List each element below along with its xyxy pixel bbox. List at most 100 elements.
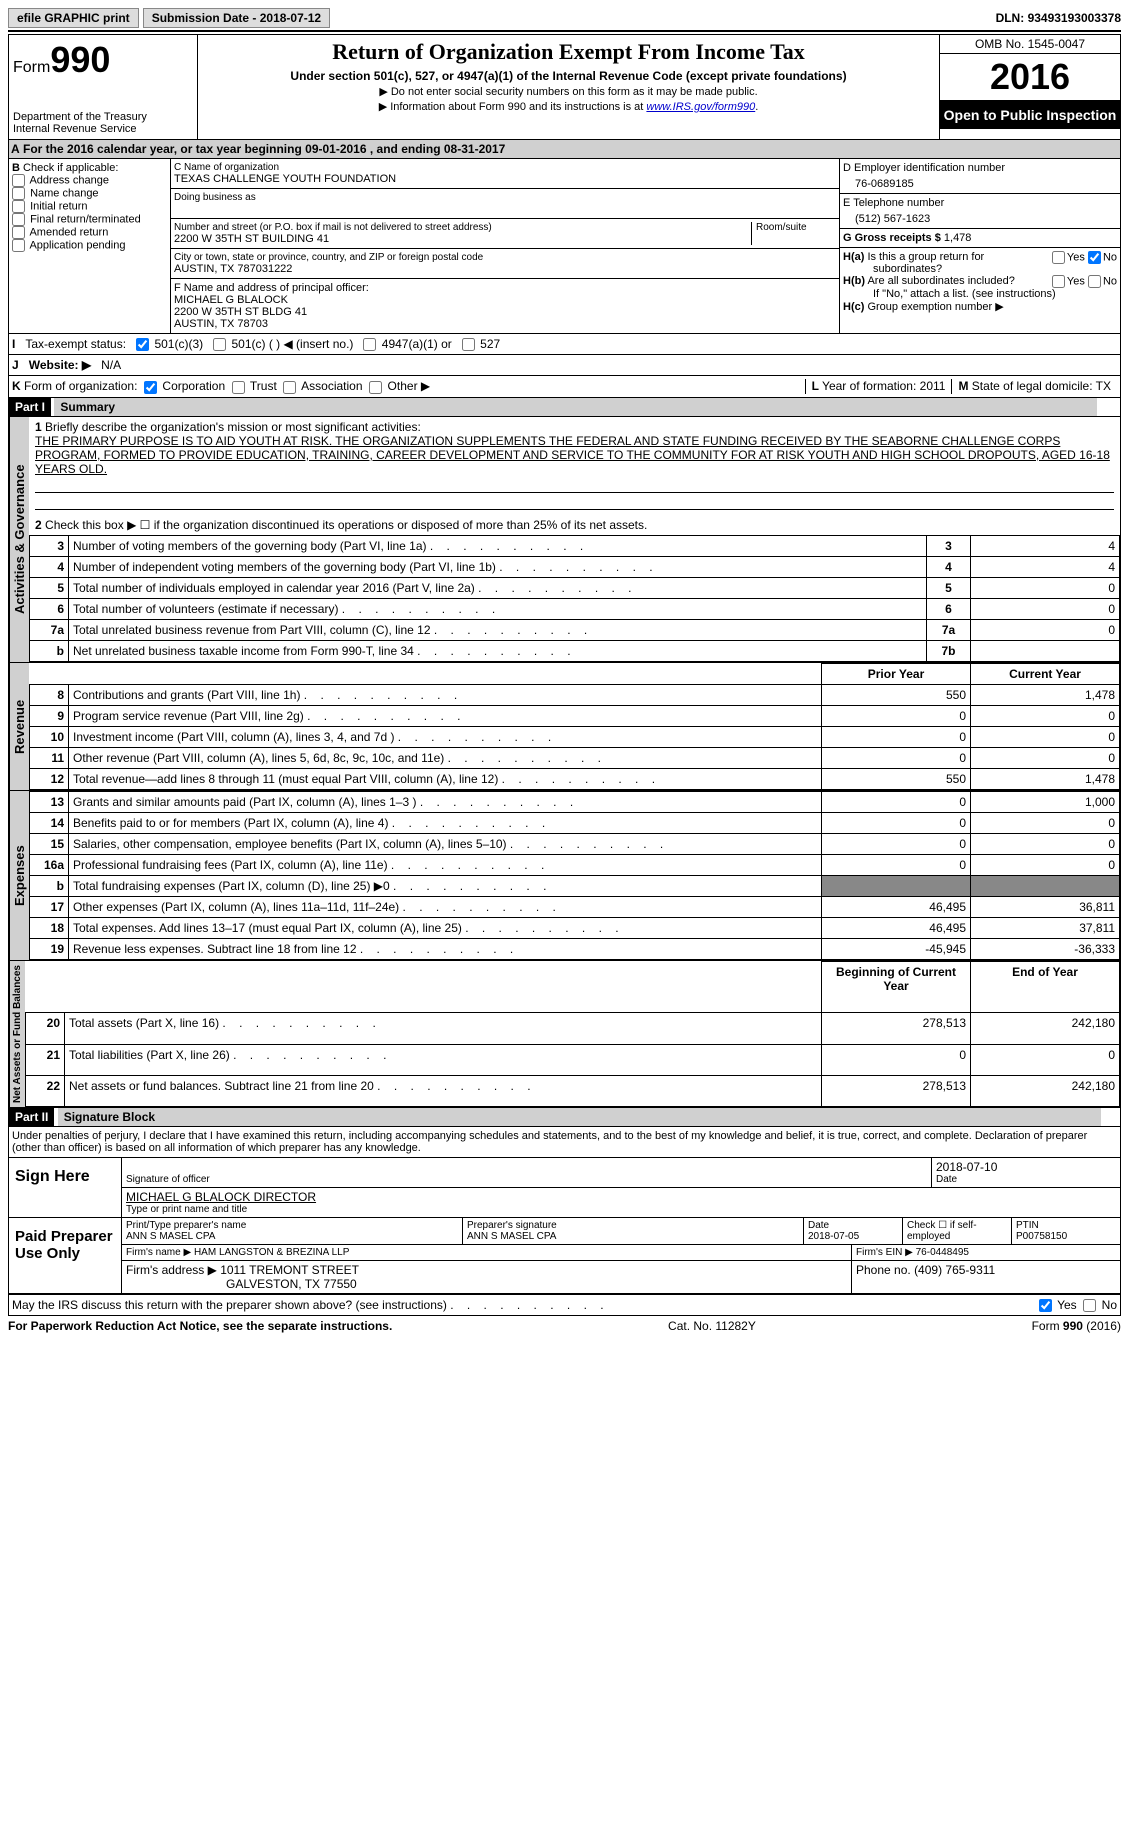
paperwork-notice: For Paperwork Reduction Act Notice, see … xyxy=(8,1319,392,1333)
table-header: Beginning of Current Year End of Year xyxy=(26,961,1120,1013)
check-527[interactable] xyxy=(462,338,475,351)
row-j: J Website: ▶ N/A xyxy=(8,355,1121,376)
line1-num: 1 xyxy=(35,420,42,434)
firm-name-label: Firm's name ▶ xyxy=(126,1247,194,1258)
ein-value: 76-0689185 xyxy=(843,174,1117,190)
gross-label: G Gross receipts $ xyxy=(843,232,944,244)
dba-value xyxy=(174,203,836,215)
discuss-no-label: No xyxy=(1102,1298,1117,1312)
check-4947[interactable] xyxy=(363,338,376,351)
check-name-change[interactable] xyxy=(12,187,25,200)
j-label: J xyxy=(12,358,19,372)
prep-date: 2018-07-05 xyxy=(808,1231,898,1242)
ha-no[interactable] xyxy=(1088,251,1101,264)
check-501c[interactable] xyxy=(213,338,226,351)
omb-number: OMB No. 1545-0047 xyxy=(940,35,1120,54)
check-other[interactable] xyxy=(369,381,382,394)
table-row: 5 Total number of individuals employed i… xyxy=(30,577,1120,598)
check-trust[interactable] xyxy=(232,381,245,394)
efile-print-button[interactable]: efile GRAPHIC print xyxy=(8,8,139,28)
officer-sig[interactable] xyxy=(126,1160,927,1174)
table-row: 8 Contributions and grants (Part VIII, l… xyxy=(30,684,1120,705)
irs-link[interactable]: www.IRS.gov/form990 xyxy=(646,101,755,113)
m-val: TX xyxy=(1096,379,1111,393)
prep-name: ANN S MASEL CPA xyxy=(126,1231,458,1242)
hb-label: H(b) xyxy=(843,275,865,287)
part2-header-row: Part II Signature Block xyxy=(8,1108,1121,1127)
paid-preparer-label: Paid Preparer Use Only xyxy=(9,1218,122,1293)
section-a-pre: For the 2016 calendar year, or tax year … xyxy=(23,142,305,156)
l-label: L xyxy=(812,379,819,393)
line2-text: Check this box ▶ ☐ if the organization d… xyxy=(45,518,647,532)
self-employed-check: Check ☐ if self-employed xyxy=(903,1218,1012,1245)
addr-label: Number and street (or P.O. box if mail i… xyxy=(174,222,747,233)
label-527: 527 xyxy=(480,337,500,351)
table-row: b Net unrelated business taxable income … xyxy=(30,640,1120,661)
ha-yes[interactable] xyxy=(1052,251,1065,264)
ha-label: H(a) xyxy=(843,251,864,263)
part1-header-row: Part I Summary xyxy=(8,398,1121,417)
sig-date: 2018-07-10 xyxy=(936,1160,1116,1174)
table-row: 16a Professional fundraising fees (Part … xyxy=(30,854,1120,875)
table-row: 10 Investment income (Part VIII, column … xyxy=(30,726,1120,747)
hb-yes-label: Yes xyxy=(1067,275,1085,287)
dept-treasury: Department of the Treasury xyxy=(13,111,193,123)
hb-no[interactable] xyxy=(1088,275,1101,288)
discuss-yes[interactable] xyxy=(1039,1299,1052,1312)
dba-label: Doing business as xyxy=(174,192,836,203)
check-address-change[interactable] xyxy=(12,174,25,187)
check-corp[interactable] xyxy=(144,381,157,394)
section-a-label: A xyxy=(11,142,20,156)
discuss-row: May the IRS discuss this return with the… xyxy=(8,1295,1121,1316)
check-501c3[interactable] xyxy=(136,338,149,351)
label-4947: 4947(a)(1) or xyxy=(382,337,452,351)
label-pending: Application pending xyxy=(29,239,125,251)
check-assoc[interactable] xyxy=(283,381,296,394)
footer: For Paperwork Reduction Act Notice, see … xyxy=(8,1316,1121,1336)
hb-yes[interactable] xyxy=(1052,275,1065,288)
ptin-label: PTIN xyxy=(1016,1220,1116,1231)
mission-blank2 xyxy=(35,495,1114,510)
label-assoc: Association xyxy=(301,379,362,393)
check-final[interactable] xyxy=(12,213,25,226)
col-c: C Name of organization TEXAS CHALLENGE Y… xyxy=(171,159,840,333)
table-row: 4 Number of independent voting members o… xyxy=(30,556,1120,577)
cat-no: Cat. No. 11282Y xyxy=(668,1319,756,1333)
table-row: 14 Benefits paid to or for members (Part… xyxy=(30,812,1120,833)
tax-begin: 09-01-2016 xyxy=(305,142,366,156)
table-row: 7a Total unrelated business revenue from… xyxy=(30,619,1120,640)
side-governance: Activities & Governance xyxy=(9,417,29,662)
firm-addr1: 1011 TREMONT STREET xyxy=(220,1263,359,1277)
main-title: Return of Organization Exempt From Incom… xyxy=(208,39,929,65)
hb-no-label: No xyxy=(1103,275,1117,287)
city-label: City or town, state or province, country… xyxy=(174,252,836,263)
discuss-no[interactable] xyxy=(1083,1299,1096,1312)
phone-label: E Telephone number xyxy=(843,197,1117,209)
line1-text: Briefly describe the organization's miss… xyxy=(45,420,421,434)
table-row: 13 Grants and similar amounts paid (Part… xyxy=(30,791,1120,812)
section-a: A For the 2016 calendar year, or tax yea… xyxy=(8,140,1121,159)
firm-ein-label: Firm's EIN ▶ xyxy=(856,1247,916,1258)
sign-here-label: Sign Here xyxy=(9,1158,122,1217)
side-netassets: Net Assets or Fund Balances xyxy=(9,961,25,1107)
table-row: 11 Other revenue (Part VIII, column (A),… xyxy=(30,747,1120,768)
k-text: Form of organization: xyxy=(24,379,137,393)
label-other: Other ▶ xyxy=(388,379,431,393)
header-right: OMB No. 1545-0047 2016 Open to Public In… xyxy=(939,35,1120,139)
table-row: 22 Net assets or fund balances. Subtract… xyxy=(26,1075,1120,1106)
info-prefix: ▶ Information about Form 990 and its ins… xyxy=(379,101,647,113)
b-label: B xyxy=(12,162,20,174)
ha-no-label: No xyxy=(1103,251,1117,263)
check-initial[interactable] xyxy=(12,200,25,213)
dln-label: DLN: xyxy=(996,11,1028,25)
check-amended[interactable] xyxy=(12,226,25,239)
check-pending[interactable] xyxy=(12,239,25,252)
netassets-section: Net Assets or Fund Balances Beginning of… xyxy=(8,961,1121,1108)
phone-value: (512) 567-1623 xyxy=(843,209,1117,225)
top-bar: efile GRAPHIC print Submission Date - 20… xyxy=(8,8,1121,32)
f-label: F Name and address of principal officer: xyxy=(174,282,836,294)
header-center: Return of Organization Exempt From Incom… xyxy=(198,35,939,139)
addr-value: 2200 W 35TH ST BUILDING 41 xyxy=(174,233,747,245)
row-i: I Tax-exempt status: 501(c)(3) 501(c) ( … xyxy=(8,334,1121,355)
col-b-check: B Check if applicable: Address change Na… xyxy=(9,159,171,333)
